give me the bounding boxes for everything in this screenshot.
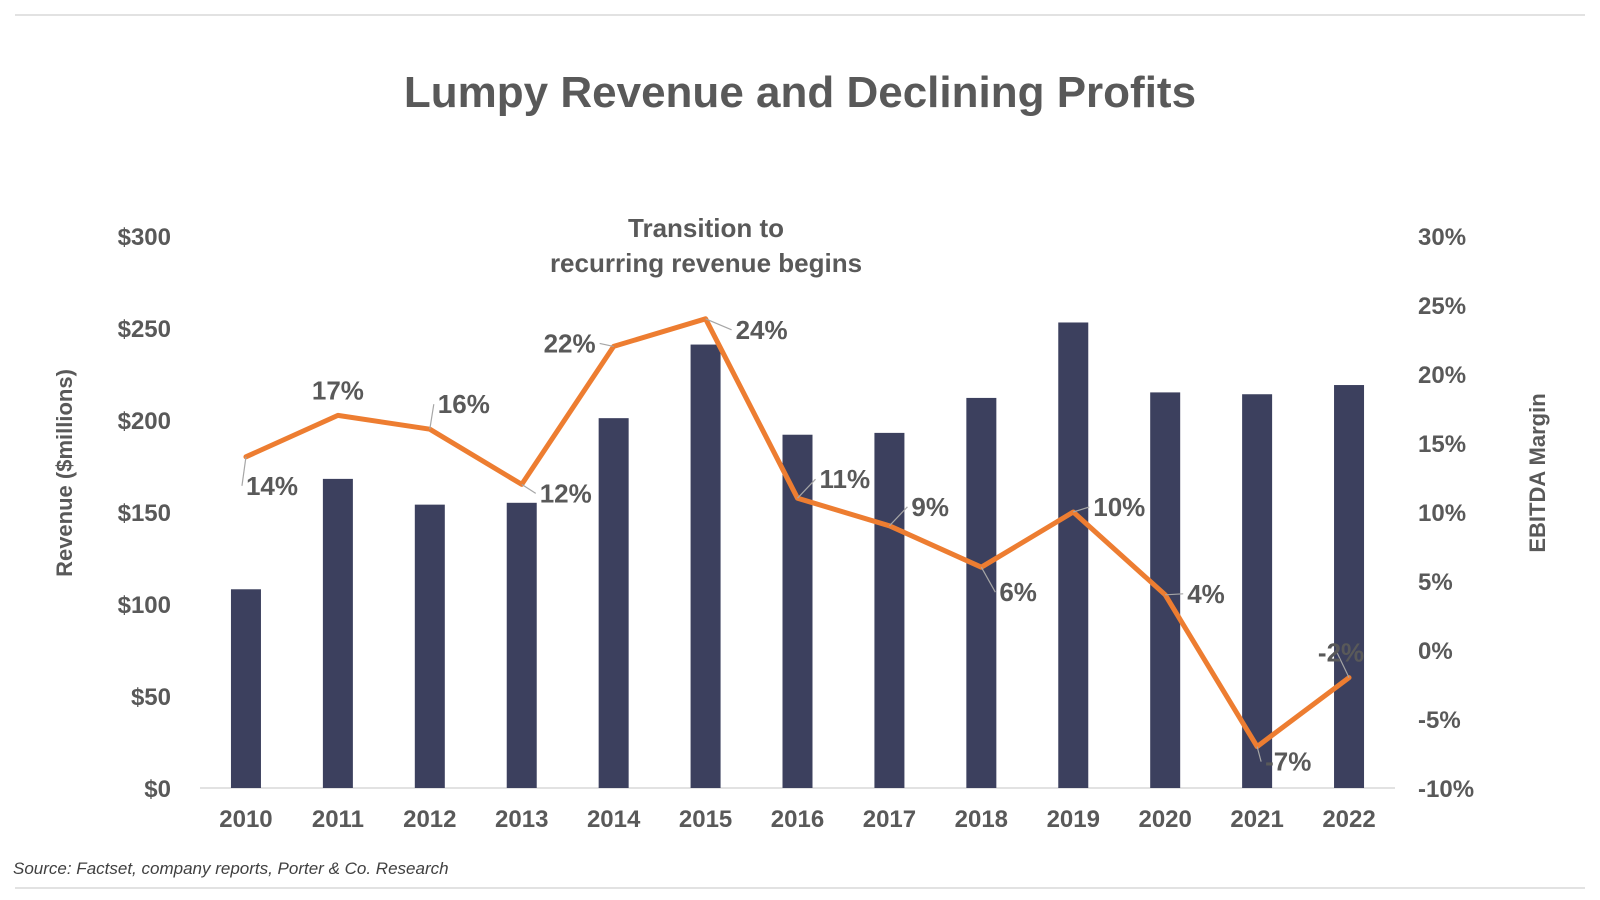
margin-data-label: 12%: [540, 478, 592, 508]
bar: [506, 502, 537, 788]
data-label-leader: [429, 404, 435, 430]
margin-data-label: 16%: [438, 389, 490, 419]
x-tick-label: 2015: [679, 806, 732, 833]
data-label-leader: [705, 318, 732, 331]
y-tick-label-left: $100: [118, 592, 171, 619]
x-tick-label: 2021: [1230, 806, 1283, 833]
data-label-leader: [599, 342, 614, 347]
x-tick-label: 2017: [863, 806, 916, 833]
bar: [1242, 394, 1273, 788]
x-tick-label: 2014: [587, 806, 641, 833]
y-tick-label-left: $250: [118, 316, 171, 343]
margin-data-label: 17%: [312, 375, 364, 405]
margin-data-label: 11%: [820, 464, 871, 494]
data-label-leader: [980, 566, 996, 593]
data-label-leader: [888, 506, 908, 527]
margin-data-label: 14%: [246, 471, 298, 501]
data-label-leader: [241, 456, 247, 486]
x-tick-label: 2013: [495, 806, 548, 833]
bar: [230, 589, 261, 788]
y-tick-label-right: 10%: [1418, 500, 1466, 527]
bar: [690, 344, 721, 788]
source-note: Source: Factset, company reports, Porter…: [13, 859, 449, 878]
x-tick-label: 2011: [312, 806, 364, 833]
data-label-leader: [1336, 652, 1350, 678]
y-tick-label-right: 15%: [1418, 431, 1466, 458]
y-axis-label-right: EBITDA Margin: [1525, 393, 1550, 552]
bar: [414, 504, 445, 788]
bar: [966, 397, 997, 788]
data-label-leader: [1256, 746, 1262, 762]
bar: [1058, 322, 1089, 788]
data-label-leader: [521, 483, 537, 494]
chart-title: Lumpy Revenue and Declining Profits: [404, 68, 1196, 117]
margin-data-label: 9%: [911, 492, 949, 522]
margin-data-label: -7%: [1265, 747, 1311, 777]
margin-data-label: -2%: [1318, 638, 1364, 668]
y-tick-label-right: -10%: [1418, 776, 1474, 803]
x-tick-label: 2016: [771, 806, 824, 833]
margin-data-label: 10%: [1093, 492, 1145, 522]
data-label-leader: [797, 478, 816, 499]
y-tick-label-left: $150: [118, 500, 171, 527]
x-tick-label: 2018: [955, 806, 1008, 833]
y-tick-label-right: 5%: [1418, 569, 1453, 596]
y-tick-label-right: 25%: [1418, 293, 1466, 320]
annotation-line-1: Transition to: [628, 213, 784, 243]
y-tick-label-right: 0%: [1418, 638, 1453, 665]
bar: [874, 432, 905, 788]
x-tick-label: 2019: [1047, 806, 1100, 833]
margin-data-label: 4%: [1187, 579, 1225, 609]
data-label-leader: [1073, 506, 1090, 513]
bar: [322, 478, 353, 788]
plot-area: $0 $50 $100 $150 $200 $250 $300 -10% -5% 0% 5% 10% 1…: [118, 224, 1474, 833]
y-axis-label-left: Revenue ($millions): [52, 369, 77, 577]
annotation-line-2: recurring revenue begins: [550, 248, 862, 278]
y-tick-label-left: $0: [144, 776, 171, 803]
margin-data-label: 6%: [999, 577, 1037, 607]
y-tick-label-left: $200: [118, 408, 171, 435]
y-tick-label-right: -5%: [1418, 707, 1461, 734]
bar: [1334, 385, 1365, 788]
bar: [1150, 392, 1181, 788]
y-tick-label-right: 30%: [1418, 224, 1466, 251]
x-tick-label: 2012: [403, 806, 456, 833]
x-tick-label: 2022: [1322, 806, 1375, 833]
margin-data-label: 24%: [736, 315, 788, 345]
y-tick-label-left: $300: [118, 224, 171, 251]
x-tick-label: 2010: [219, 806, 272, 833]
bar: [598, 418, 629, 788]
y-tick-label-left: $50: [131, 684, 171, 711]
data-label-leader: [1165, 593, 1184, 596]
x-tick-label: 2020: [1138, 806, 1191, 833]
margin-data-label: 22%: [544, 328, 596, 358]
y-tick-label-right: 20%: [1418, 362, 1466, 389]
